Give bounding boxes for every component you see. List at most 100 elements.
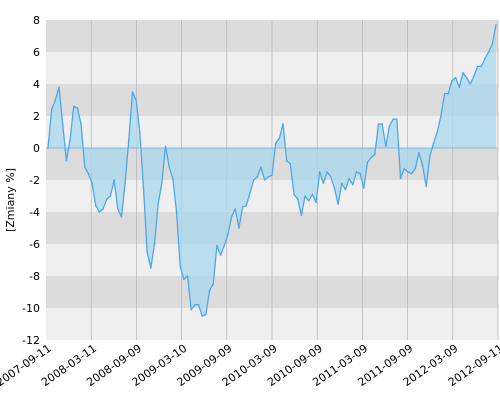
data-point [131,91,134,93]
y-tick-label: -4 [29,206,40,219]
data-point [234,208,237,210]
data-point [109,195,112,197]
data-point [135,99,137,101]
data-point [315,201,317,204]
data-point [91,182,93,184]
data-point [61,123,64,125]
data-point [183,278,185,281]
data-point [249,192,251,194]
y-tick-label: 8 [33,14,40,27]
data-point [65,160,68,162]
data-point [374,153,376,156]
data-point [318,171,321,173]
data-point [179,265,181,268]
data-point [69,139,71,141]
x-axis-tick-labels: 2007-09-112008-03-112008-09-092009-03-10… [0,342,500,389]
data-point [72,105,75,108]
data-point [245,204,248,207]
data-point [139,131,141,133]
data-point [172,177,174,180]
data-point [451,80,453,82]
data-point [186,275,189,277]
data-point [469,83,472,85]
data-point [157,203,159,205]
data-point [146,251,148,253]
data-point [127,139,130,141]
data-point [219,254,222,256]
data-point [47,147,49,149]
data-point [322,182,325,184]
data-point [58,86,60,88]
series-points [47,24,497,317]
data-point [271,174,273,176]
data-point [278,137,281,140]
data-point [212,283,215,285]
y-tick-label: -8 [29,270,40,283]
data-point [337,203,339,205]
data-point [436,131,439,133]
data-point [462,72,464,74]
data-point [447,92,450,95]
data-point [381,123,383,125]
data-point [205,313,207,316]
data-point [355,171,358,173]
data-point [230,216,233,218]
data-point [370,156,372,159]
data-point [256,176,259,178]
data-point [351,184,354,186]
data-point [208,289,211,292]
data-point [238,227,240,229]
data-point [161,182,163,184]
data-point [267,176,270,178]
data-point [396,118,398,120]
data-point [76,107,79,109]
data-point [473,75,475,77]
y-tick-label: -10 [22,302,40,315]
data-point [102,208,104,210]
data-point [227,233,229,236]
data-point [194,304,196,306]
data-point [50,108,53,111]
y-tick-label: -12 [22,334,40,347]
data-point [113,179,115,181]
y-tick-label: 6 [33,46,40,59]
data-point [285,160,288,162]
data-point [153,243,156,245]
data-point [487,51,490,53]
data-point [432,142,435,144]
data-point [168,166,170,168]
data-point [282,123,284,125]
y-tick-label: 4 [33,78,40,91]
data-point [359,172,361,175]
data-point [333,187,336,189]
data-point [300,214,303,216]
data-point [311,193,314,196]
data-point [150,267,152,269]
data-point [340,182,343,184]
data-point [403,168,406,170]
data-point [201,315,204,317]
data-point [98,211,101,213]
data-point [94,204,97,207]
data-point [458,86,461,88]
data-point [164,145,167,148]
data-point [414,168,417,170]
y-axis-label: [Zmiany %] [4,168,17,232]
y-tick-label: 0 [33,142,40,155]
data-point [454,76,457,79]
data-point [289,163,292,165]
data-point [385,145,387,148]
data-point [476,65,479,68]
data-point [252,179,255,181]
data-point [223,244,226,247]
data-point [87,172,90,175]
data-point [274,142,277,144]
data-point [120,216,123,218]
data-point [363,187,365,189]
data-point [465,76,468,79]
data-point [105,198,108,200]
data-point [421,164,424,167]
data-point [293,193,295,196]
data-point [124,182,126,184]
